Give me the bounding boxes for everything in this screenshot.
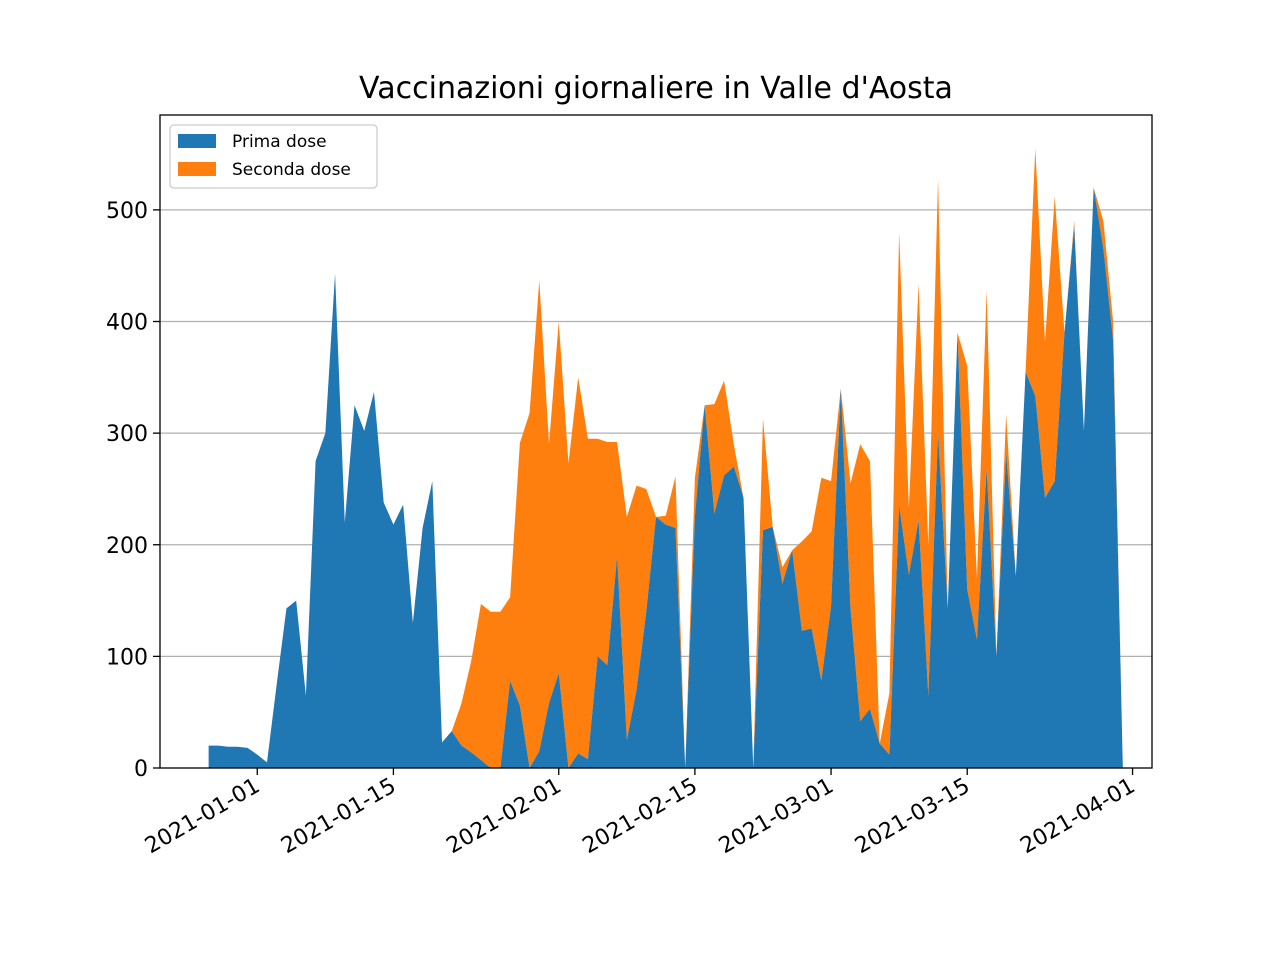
legend-box <box>169 124 378 189</box>
y-tick-label: 300 <box>106 422 148 447</box>
y-tick-label: 400 <box>106 311 148 336</box>
series-areas <box>208 148 1123 769</box>
y-tick-label: 200 <box>106 534 148 559</box>
legend-label-prima-dose: Prima dose <box>232 132 327 152</box>
legend-swatch-seconda-dose <box>178 162 216 176</box>
y-tick-label: 500 <box>106 199 148 224</box>
legend-label-seconda-dose: Seconda dose <box>232 160 351 180</box>
y-tick-label: 100 <box>106 645 148 670</box>
area-seconda-dose <box>208 148 1123 768</box>
chart-title: Vaccinazioni giornaliere in Valle d'Aost… <box>359 71 953 106</box>
y-tick-label: 0 <box>134 757 148 782</box>
area-prima-dose <box>208 187 1123 769</box>
plot-frame <box>159 114 1153 769</box>
legend-swatch-prima-dose <box>178 134 216 148</box>
legend: Prima dose Seconda dose <box>169 124 378 189</box>
y-axis: 0 100 200 300 400 500 <box>106 199 160 782</box>
